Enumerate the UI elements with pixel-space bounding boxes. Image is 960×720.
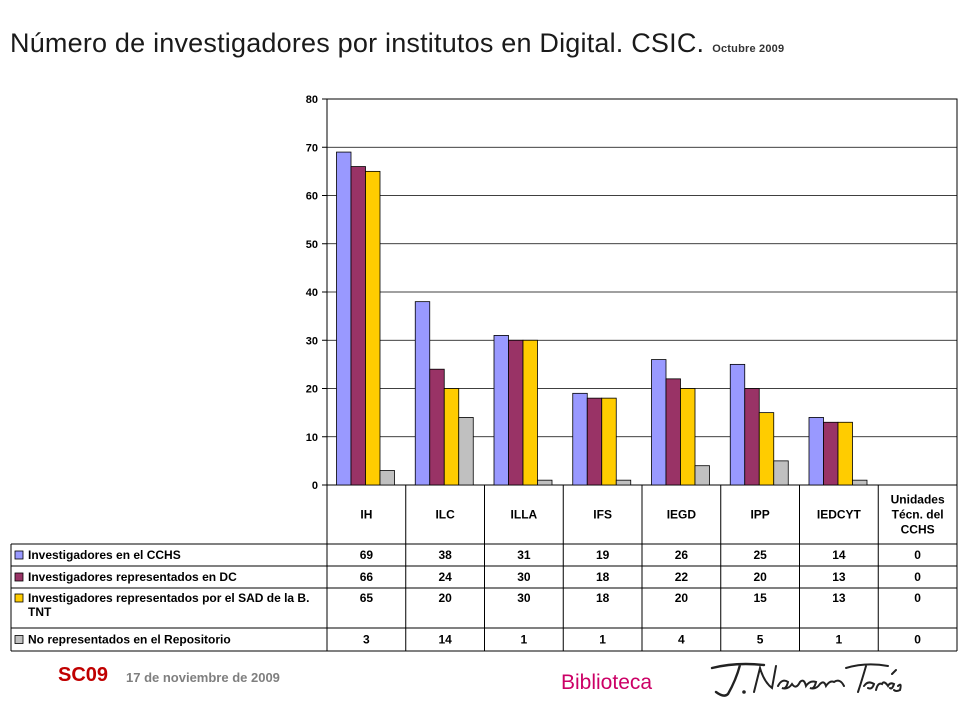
data-value: 14: [438, 633, 452, 647]
bar-ih-s2: [350, 166, 366, 486]
bar-ifs-s4: [615, 479, 632, 486]
footer-date: 17 de noviembre de 2009: [126, 670, 280, 685]
bar-ifs-s2: [586, 397, 603, 486]
bar-ipp-s3: [758, 412, 775, 486]
data-value: 20: [753, 570, 767, 584]
bar-iegd-s3: [680, 388, 696, 486]
category-label: IPP: [750, 508, 769, 522]
bar-ipp-s2: [744, 388, 760, 486]
category-label: Unidades Técn. del CCHS: [891, 493, 945, 537]
page-subtitle: Octubre 2009: [712, 43, 785, 55]
data-value: 3: [363, 633, 370, 647]
series-name: No representados en el Repositorio: [28, 633, 231, 647]
bar-ifs-s3: [601, 397, 617, 486]
category-label: IFS: [593, 508, 612, 522]
bar-ih-s1: [336, 151, 352, 486]
bar-illa-s2: [508, 339, 524, 486]
legend-swatch: [14, 550, 24, 560]
bar-ih-s4: [379, 470, 395, 486]
data-value: 0: [914, 591, 921, 605]
data-value: 24: [438, 570, 452, 584]
bar-illa-s1: [493, 335, 509, 486]
category-label: ILLA: [511, 508, 538, 522]
data-value: 30: [517, 570, 531, 584]
y-tick-label: 30: [306, 335, 318, 347]
data-value: 18: [596, 570, 610, 584]
page-title: Número de investigadores por institutos …: [10, 28, 784, 59]
bar-ilc-s4: [458, 417, 474, 486]
data-value: 0: [914, 548, 921, 562]
y-tick-label: 0: [312, 480, 318, 492]
data-value: 15: [753, 591, 767, 605]
data-value: 1: [836, 633, 843, 647]
data-value: 26: [675, 548, 689, 562]
legend-swatch: [14, 593, 24, 603]
y-tick-label: 20: [306, 384, 318, 396]
bar-ifs-s1: [572, 392, 588, 486]
data-value: 38: [438, 548, 452, 562]
data-value: 0: [914, 570, 921, 584]
bar-iedcyt-s3: [837, 421, 853, 486]
data-value: 1: [521, 633, 528, 647]
data-value: 66: [360, 570, 374, 584]
data-value: 19: [596, 548, 610, 562]
data-value: 65: [360, 591, 374, 605]
category-label: ILC: [435, 508, 455, 522]
bar-iedcyt-s4: [852, 479, 868, 486]
y-tick-label: 10: [306, 432, 318, 444]
bar-ilc-s3: [443, 388, 460, 486]
data-value: 20: [438, 591, 452, 605]
data-value: 1: [599, 633, 606, 647]
data-value: 4: [678, 633, 685, 647]
series-name: Investigadores representados por el SAD …: [28, 591, 309, 619]
bar-illa-s3: [522, 339, 538, 486]
bar-iegd-s1: [651, 359, 667, 486]
footer-department: Biblioteca: [561, 671, 653, 694]
category-label: IH: [360, 508, 372, 522]
y-tick-label: 60: [306, 191, 318, 203]
data-value: 20: [675, 591, 689, 605]
bar-iegd-s2: [665, 378, 681, 486]
bar-ih-s3: [365, 170, 381, 486]
series-name: Investigadores en el CCHS: [28, 548, 181, 562]
footer-event: SC09: [58, 664, 109, 686]
data-value: 14: [832, 548, 846, 562]
data-value: 13: [832, 591, 846, 605]
data-value: 0: [914, 633, 921, 647]
data-value: 31: [517, 548, 531, 562]
data-value: 69: [360, 548, 374, 562]
data-value: 13: [832, 570, 846, 584]
data-value: 25: [753, 548, 767, 562]
y-tick-label: 70: [306, 142, 318, 154]
data-value: 5: [757, 633, 764, 647]
bar-ipp-s1: [729, 363, 746, 486]
category-label: IEDCYT: [817, 508, 862, 522]
bar-iegd-s4: [694, 465, 710, 486]
page-title-text: Número de investigadores por institutos …: [10, 28, 705, 58]
legend-swatch: [14, 635, 24, 644]
bar-iedcyt-s1: [808, 417, 824, 486]
data-value: 30: [517, 591, 531, 605]
category-label: IEGD: [667, 508, 697, 522]
signature-image: [710, 662, 902, 697]
bar-iedcyt-s2: [823, 421, 839, 486]
y-tick-label: 80: [306, 94, 318, 106]
data-value: 22: [675, 570, 689, 584]
y-tick-label: 50: [306, 239, 318, 251]
y-tick-label: 40: [306, 287, 318, 299]
bar-ilc-s1: [414, 301, 431, 486]
legend-swatch: [14, 572, 24, 582]
bar-ilc-s2: [429, 368, 445, 486]
data-value: 18: [596, 591, 610, 605]
series-name: Investigadores representados en DC: [28, 570, 237, 584]
bar-ipp-s4: [773, 460, 789, 486]
bar-illa-s4: [537, 479, 553, 486]
